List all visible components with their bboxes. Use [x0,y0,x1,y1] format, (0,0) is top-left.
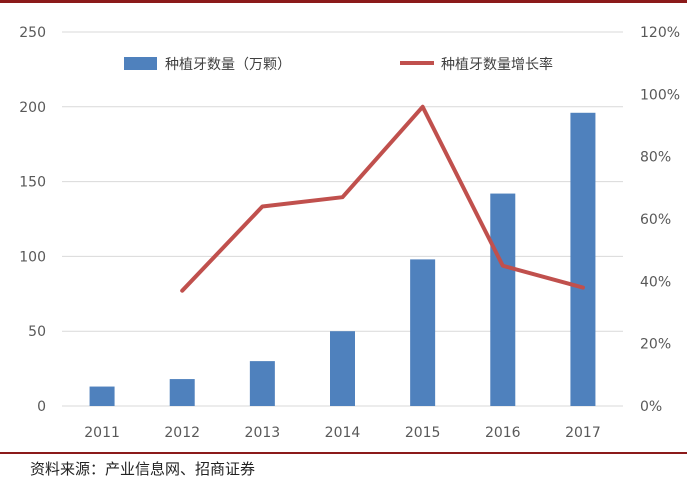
right-axis-tick-label: 0% [640,399,662,415]
x-axis-tick-label: 2012 [164,425,200,441]
bar-2012 [169,379,195,406]
source-note: 资料来源：产业信息网、招商证券 [30,460,256,478]
x-axis-tick-label: 2015 [405,425,441,441]
bar-2015 [410,259,436,406]
bar-2017 [570,112,596,406]
legend-bar-swatch [124,57,157,70]
bars [89,112,596,406]
x-axis-tick-label: 2017 [565,425,601,441]
right-axis-tick-label: 60% [640,212,671,228]
legend: 种植牙数量（万颗） 种植牙数量增长率 [124,56,553,73]
x-axis-tick-label: 2013 [245,425,281,441]
gridlines [62,31,623,407]
left-axis-tick-label: 200 [19,100,46,116]
right-axis-tick-label: 100% [640,87,680,103]
growth-line [180,104,585,293]
right-axis-tick-label: 80% [640,150,671,166]
bar-2011 [89,386,115,406]
bottom-rule [0,452,687,454]
right-axis-tick-label: 120% [640,25,680,41]
chart: 0 50 100 150 200 250 0% 20% 40% 60% 80% 100% 120% 2… [19,25,680,441]
left-axis-ticks: 0 50 100 150 200 250 [19,25,46,415]
left-axis-tick-label: 100 [19,249,46,265]
left-axis-tick-label: 250 [19,25,46,41]
left-axis-tick-label: 150 [19,175,46,191]
bar-2016 [490,193,516,406]
growth-rate-series-line [180,104,585,293]
legend-bar-label: 种植牙数量（万颗） [165,57,291,73]
right-axis-ticks: 0% 20% 40% 60% 80% 100% 120% [640,25,680,415]
x-axis-tick-label: 2014 [325,425,361,441]
legend-line-label: 种植牙数量增长率 [441,56,553,73]
bar-2013 [249,361,275,406]
bar-2014 [330,331,355,406]
x-axis-tick-label: 2011 [84,425,120,441]
right-axis-tick-label: 40% [640,274,671,290]
left-axis-tick-label: 50 [28,324,46,340]
x-axis-tick-label: 2016 [485,425,521,441]
top-rule [0,0,687,3]
x-axis-ticks: 2011 2012 2013 2014 2015 2016 2017 [84,425,600,441]
right-axis-tick-label: 20% [640,337,671,353]
left-axis-tick-label: 0 [37,399,46,415]
